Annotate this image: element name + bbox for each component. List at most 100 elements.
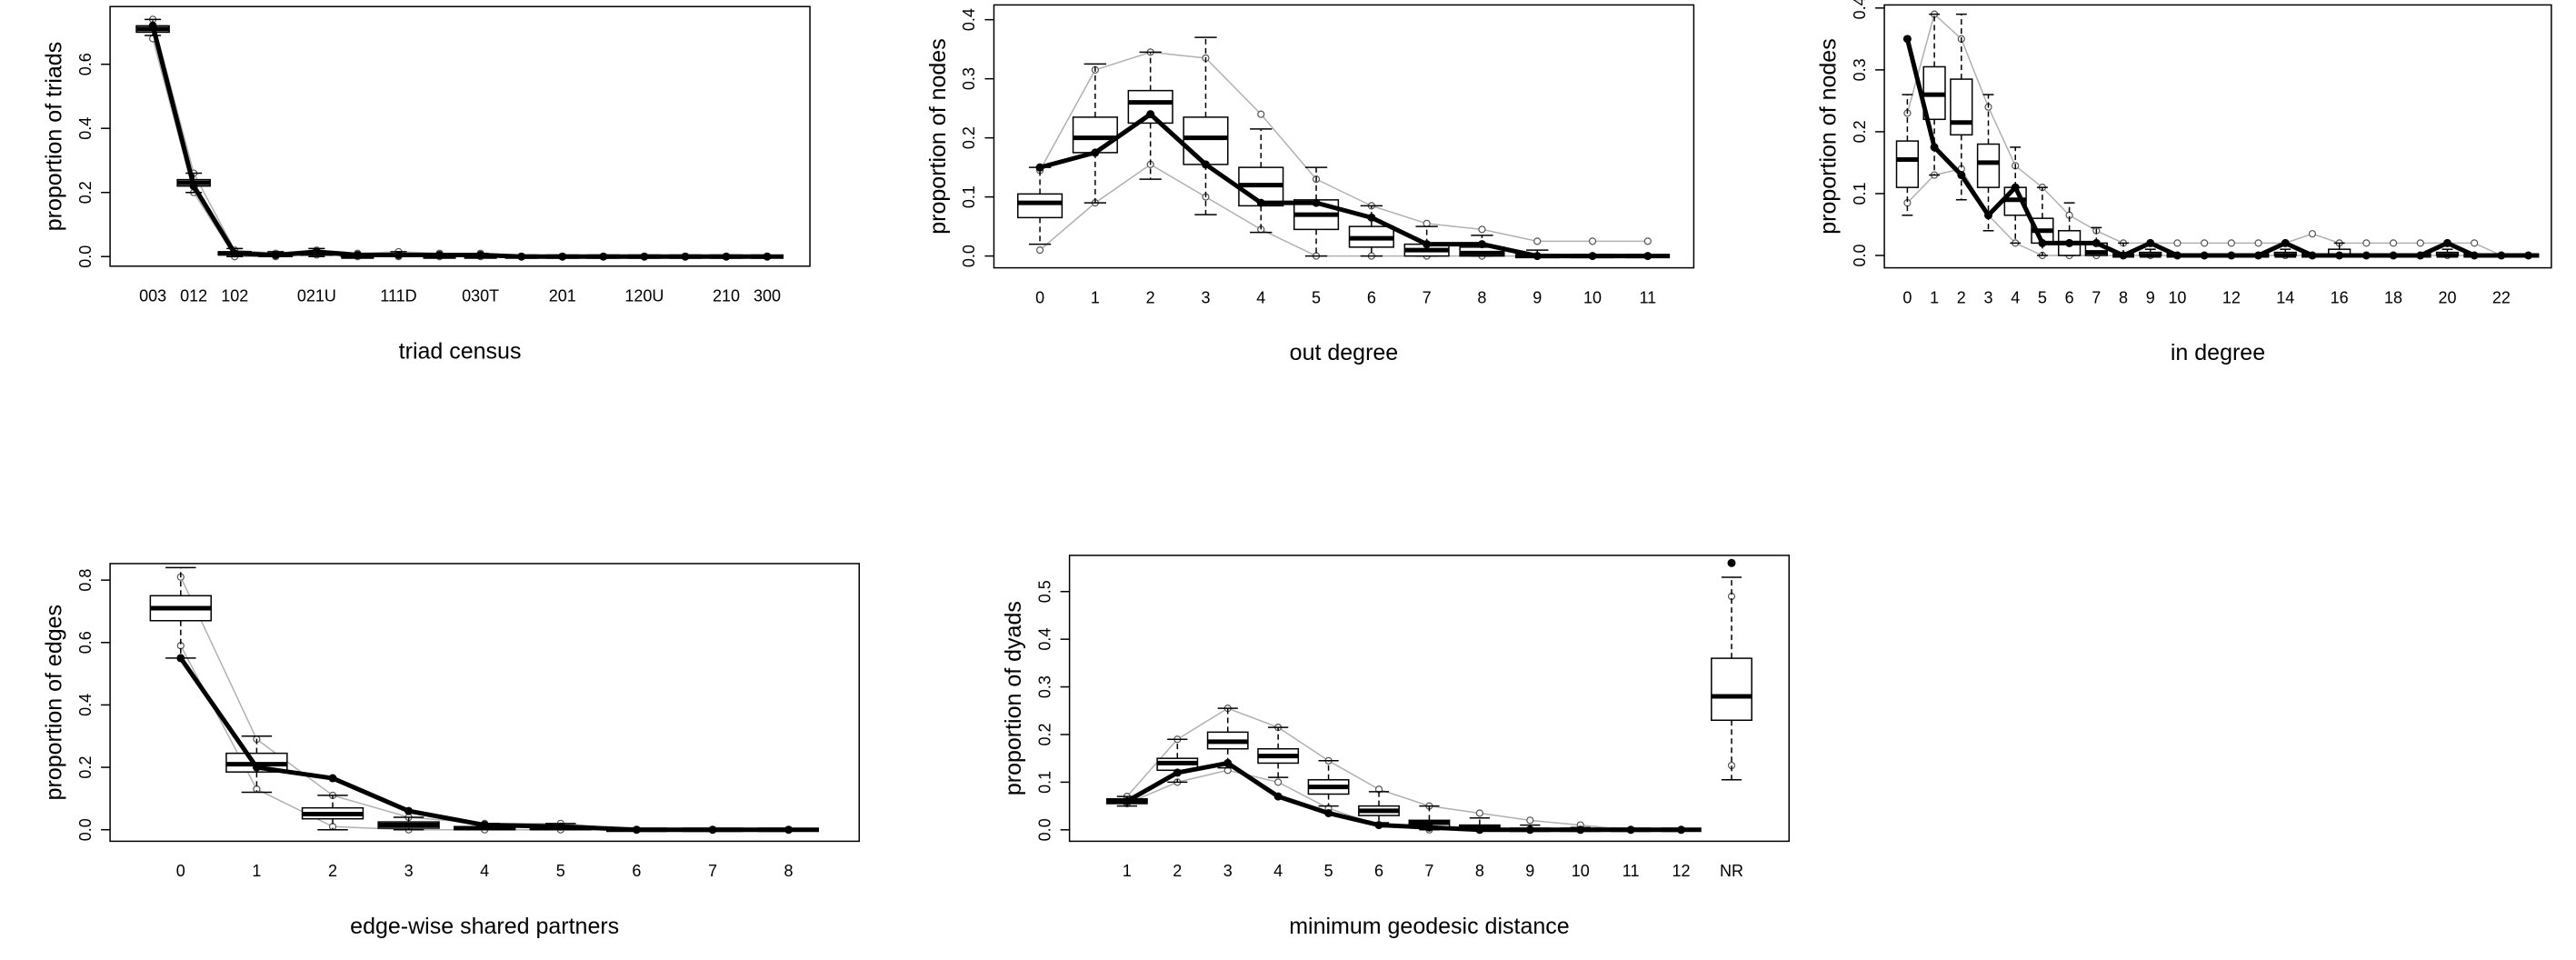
observed-point	[1576, 825, 1585, 835]
observed-point	[312, 247, 321, 256]
x-tick-label: 9	[2146, 288, 2155, 306]
x-tick-label: 6	[632, 862, 641, 880]
y-tick-label: 0.4	[76, 117, 95, 140]
observed-point	[517, 252, 526, 261]
sim-point	[1643, 237, 1652, 245]
sim-point	[1035, 246, 1044, 255]
observed-line	[406, 808, 487, 828]
observed-point	[2389, 251, 2398, 260]
x-tick-label: 5	[2038, 288, 2047, 306]
x-tick-label: 111D	[380, 287, 416, 305]
observed-point	[556, 822, 565, 831]
y-axis-label: proportion of nodes	[925, 38, 951, 234]
observed-point	[2497, 251, 2506, 260]
sim-line	[1530, 819, 1581, 826]
x-tick-label: 5	[556, 862, 565, 880]
observed-line	[1986, 185, 2018, 218]
observed-point	[2011, 183, 2020, 192]
x-tick-label: 5	[1312, 288, 1321, 306]
observed-line	[1904, 36, 1937, 150]
y-tick-label: 0.2	[1035, 723, 1053, 745]
box	[1895, 140, 1920, 188]
sim-line	[255, 738, 334, 796]
observed-line	[1313, 200, 1374, 220]
observed-point	[271, 250, 280, 259]
observed-point	[2335, 251, 2344, 260]
x-tick-label: 14	[2276, 288, 2294, 306]
observed-point	[1423, 240, 1432, 249]
x-tick-label: 7	[708, 862, 717, 880]
observed-point	[2119, 251, 2128, 260]
sim-line	[2311, 233, 2340, 245]
box	[1976, 143, 2001, 188]
observed-point	[353, 250, 362, 259]
observed-line	[1426, 825, 1483, 833]
x-tick-label: 10	[1583, 288, 1602, 306]
plot-frame	[109, 563, 861, 843]
observed-point	[1201, 160, 1210, 169]
observed-point	[1223, 758, 1233, 767]
observed-point	[1588, 252, 1597, 261]
observed-point	[2254, 251, 2263, 260]
y-tick-label: 0.0	[960, 245, 978, 267]
observed-point	[2038, 238, 2047, 247]
x-tick-label: 7	[1424, 862, 1433, 880]
observed-point	[2227, 251, 2236, 260]
observed-line	[191, 184, 237, 256]
x-axis-label: edge-wise shared partners	[350, 914, 619, 939]
y-tick-label: 0.6	[76, 631, 95, 654]
x-tick-label: 22	[2492, 288, 2511, 306]
x-tick-label: 1	[252, 862, 261, 880]
observed-line	[1326, 810, 1382, 828]
observed-point	[2200, 251, 2209, 260]
sim-line	[1177, 769, 1228, 784]
y-tick-label: 0.1	[1035, 771, 1053, 794]
x-axis-label: triad census	[399, 338, 522, 364]
observed-point	[2524, 251, 2533, 260]
y-axis-label: proportion of nodes	[1816, 38, 1842, 234]
sim-point	[1423, 219, 1431, 227]
observed-line	[482, 823, 564, 829]
observed-point	[681, 252, 690, 261]
sim-line	[1205, 195, 1262, 231]
observed-point	[404, 806, 414, 815]
observed-line	[314, 249, 360, 257]
observed-line	[1932, 145, 1964, 178]
x-tick-label: 1	[1930, 288, 1939, 306]
observed-point	[1312, 198, 1321, 207]
x-tick-label: 7	[1423, 288, 1432, 306]
observed-line	[1959, 173, 1992, 218]
observed-line	[2444, 240, 2477, 258]
x-tick-label: 3	[1223, 862, 1233, 880]
observed-point	[1984, 211, 1993, 220]
plot-frame	[109, 5, 811, 267]
observed-point	[558, 252, 567, 261]
x-tick-label: 4	[1256, 288, 1265, 306]
y-tick-label: 0.2	[76, 756, 95, 779]
observed-line	[2256, 240, 2288, 258]
sim-line	[1150, 51, 1206, 59]
sim-line	[1328, 760, 1380, 790]
observed-line	[478, 252, 524, 259]
observed-point	[722, 252, 731, 261]
y-tick-label: 0.2	[960, 126, 978, 149]
y-tick-label: 0.0	[76, 818, 95, 841]
x-tick-label: 5	[1324, 862, 1333, 880]
observed-point	[2065, 238, 2074, 247]
sim-line	[2096, 230, 2124, 245]
observed-point	[2281, 238, 2290, 247]
observed-line	[273, 249, 319, 257]
x-tick-label: 12	[1672, 862, 1691, 880]
sim-point	[2201, 239, 2209, 247]
sim-line	[2014, 242, 2043, 256]
sim-point	[2308, 230, 2317, 238]
y-tick-label: 0.3	[960, 67, 978, 90]
observed-line	[178, 655, 259, 770]
sim-point	[2471, 239, 2479, 247]
observed-point	[1957, 171, 1966, 180]
x-tick-label: 8	[2119, 288, 2128, 306]
y-tick-label: 0.3	[1035, 675, 1053, 698]
observed-point	[1374, 821, 1383, 830]
observed-point	[2172, 251, 2182, 260]
observed-line	[150, 23, 196, 189]
